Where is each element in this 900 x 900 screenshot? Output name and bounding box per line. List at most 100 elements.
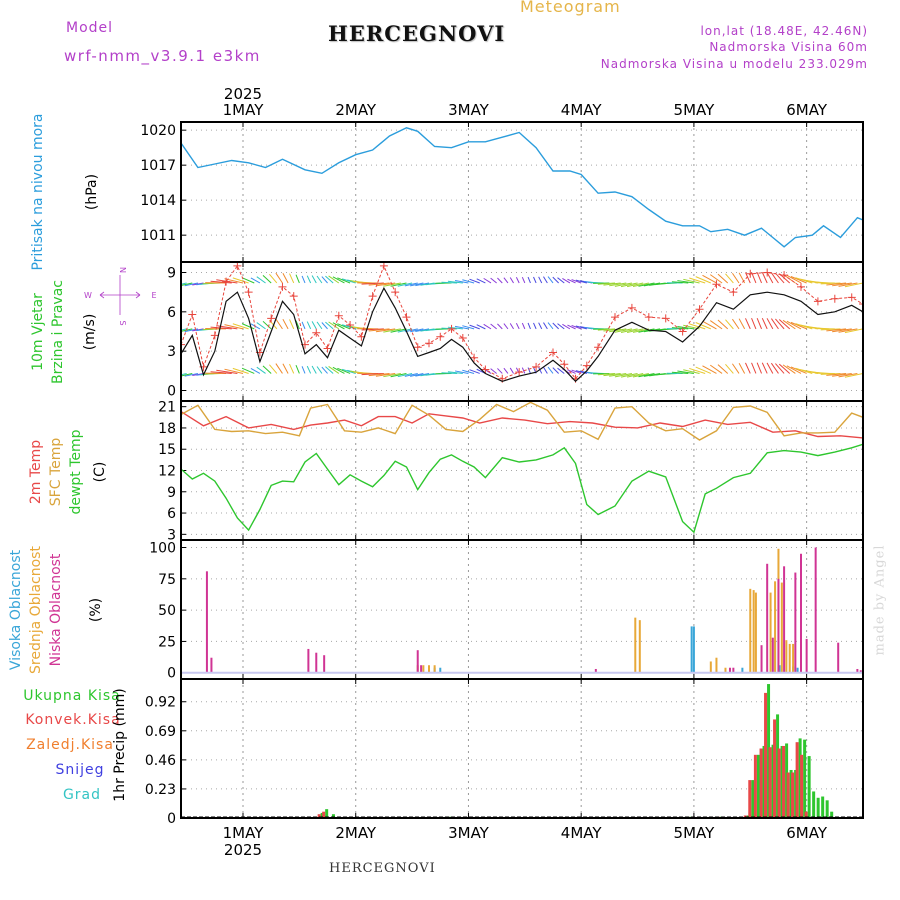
wind-arrow: [289, 363, 295, 374]
compass-west: W: [84, 291, 92, 300]
y-tick-label: 6: [167, 506, 176, 522]
wind-arrow: [597, 328, 616, 331]
wind-arrow: [397, 282, 413, 287]
wind-arrow: [469, 278, 480, 284]
wind-arrow: [210, 280, 232, 284]
cloud-bar-niska-oblacnost: [210, 657, 213, 673]
wind-arrow: [311, 321, 317, 330]
wind-arrow: [262, 275, 272, 284]
cloud-bar-srednja-oblacnost: [638, 620, 641, 673]
wind-arrow: [533, 322, 537, 330]
precip-bar-ukupna-kisa: [821, 796, 825, 818]
wind-arrow: [181, 328, 182, 330]
wind-arrow: [306, 275, 312, 284]
precip-bar-ukupna-kisa: [807, 756, 811, 818]
cloud-bar-srednja-oblacnost: [433, 665, 436, 673]
precip-bar-konvek-kisa: [777, 748, 781, 818]
wind-arrow: [790, 366, 807, 374]
wind-arrow: [321, 322, 328, 330]
wind-arrow: [775, 272, 785, 284]
wind-arrow: [790, 276, 807, 284]
wind-arrow: [838, 282, 858, 287]
wind-arrow: [620, 372, 638, 378]
wind-arrow: [361, 282, 384, 285]
cloud-unit: (%): [88, 598, 104, 622]
wind-arrow: [709, 364, 723, 374]
wind-arrow: [756, 362, 763, 374]
wind-arrow: [216, 325, 238, 330]
wind-arrow: [557, 323, 565, 330]
wind-arrow: [562, 323, 571, 330]
wind-arrow: [677, 370, 694, 374]
bottom-day-label: 4MAY: [561, 824, 603, 842]
precip-title: 1hr Precip (mm): [112, 688, 128, 801]
wind-arrow: [571, 369, 582, 374]
wind-arrow: [497, 323, 503, 330]
wind-arrow: [316, 321, 323, 330]
panel-background: [181, 262, 863, 401]
wind-arrow: [533, 276, 537, 284]
wind-arrow: [490, 368, 497, 374]
wind-arrow: [441, 372, 458, 374]
cloud-bar-srednja-oblacnost: [774, 581, 777, 673]
precip-bar-konvek-kisa: [768, 747, 772, 818]
wind-arrow: [521, 322, 526, 330]
wind-arrow: [256, 276, 266, 284]
wind-subtitle: Brzina i Pravac: [50, 280, 66, 384]
wind-arrow: [184, 282, 199, 287]
cloud-bar-niska-oblacnost: [205, 571, 208, 673]
wind-arrow: [301, 321, 306, 330]
wind-arrow: [361, 328, 384, 331]
wind-arrow: [543, 366, 548, 374]
top-day-label: 6MAY: [786, 101, 828, 119]
wind-arrow: [289, 273, 295, 284]
wind-arrow: [614, 328, 633, 333]
wind-arrow: [441, 281, 458, 284]
bottom-year-label: 2025: [224, 841, 262, 859]
precip-bar-konvek-kisa: [786, 772, 790, 818]
wind-arrow: [311, 275, 317, 284]
wind-arrow: [620, 282, 638, 288]
precip-legend-item: Ukupna Kisa: [23, 688, 121, 704]
lonlat: lon,lat (18.48E, 42.46N): [700, 24, 868, 38]
wind-arrow: [181, 372, 193, 377]
gust-marker: [289, 292, 298, 301]
wind-arrow: [192, 328, 204, 332]
wind-arrow: [332, 276, 345, 284]
wind-arrow: [778, 363, 791, 374]
temp-subtitle: SFC Temp: [48, 438, 64, 507]
cloud-title: Visoka Oblacnost: [8, 549, 24, 670]
wind-arrow: [626, 282, 644, 288]
series-line-pritisak-na-nivou-mora: [181, 127, 863, 248]
footer-station: HERCEGNOVI: [329, 861, 436, 876]
wind-arrow: [328, 366, 340, 374]
wind-arrow: [404, 282, 418, 287]
wind-arrow: [306, 365, 312, 374]
wind-arrow: [521, 367, 526, 374]
wind-arrow: [325, 275, 334, 284]
wind-arrow: [241, 367, 255, 374]
cloud-bar-visoka-oblacnost: [439, 667, 442, 673]
cloud-bar-niska-oblacnost: [760, 645, 763, 673]
cloud-bar-niska-oblacnost: [777, 578, 780, 673]
wind-arrow: [497, 368, 503, 374]
gust-marker: [847, 293, 856, 302]
precip-bar-konvek-kisa: [773, 719, 777, 818]
wind-arrow: [306, 321, 312, 330]
gust-marker: [368, 292, 377, 301]
wind-arrow: [702, 365, 717, 374]
gust-marker: [594, 343, 603, 352]
precip-bar-ukupna-kisa: [780, 745, 784, 818]
gust-marker: [391, 288, 400, 297]
wind-arrow: [341, 278, 356, 284]
gust-marker: [582, 361, 591, 370]
gust-marker: [188, 310, 197, 319]
cloud-bar-srednja-oblacnost: [749, 588, 752, 673]
wind-arrow: [786, 320, 802, 330]
precip-bar-ukupna-kisa: [767, 684, 771, 818]
y-tick-label: 75: [158, 572, 176, 588]
wind-arrow: [184, 372, 199, 377]
precip-bar-ukupna-kisa: [320, 812, 324, 818]
wind-arrow: [597, 282, 616, 285]
